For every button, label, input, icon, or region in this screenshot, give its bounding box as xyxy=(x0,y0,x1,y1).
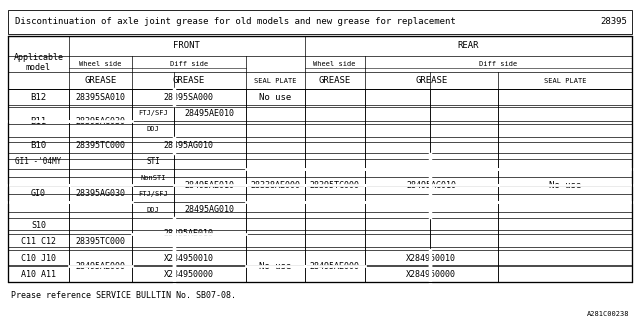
Text: 28395TC000: 28395TC000 xyxy=(76,237,125,246)
Text: 28395AG030: 28395AG030 xyxy=(76,189,125,198)
Text: B12: B12 xyxy=(30,92,47,101)
Text: 28395SA010: 28395SA010 xyxy=(76,92,125,101)
Text: B11: B11 xyxy=(30,117,47,126)
Text: GI1 -'04MY: GI1 -'04MY xyxy=(15,157,61,166)
Text: FTJ/SFJ: FTJ/SFJ xyxy=(138,110,168,116)
Text: X284950000: X284950000 xyxy=(406,270,456,279)
Text: SEAL PLATE: SEAL PLATE xyxy=(254,78,296,84)
Text: X284950010: X284950010 xyxy=(164,253,214,263)
Text: B10: B10 xyxy=(30,141,47,150)
Text: 28338AE000: 28338AE000 xyxy=(250,181,300,190)
Text: A281C00238: A281C00238 xyxy=(587,311,629,317)
Text: Wheel side: Wheel side xyxy=(79,61,122,67)
Text: X284950000: X284950000 xyxy=(164,270,214,279)
Text: GREASE: GREASE xyxy=(415,76,447,85)
Text: 28495AG010: 28495AG010 xyxy=(164,141,214,150)
Text: GREASE: GREASE xyxy=(84,76,116,85)
Text: 28495AE000: 28495AE000 xyxy=(310,262,360,271)
Text: No use: No use xyxy=(549,181,581,190)
Text: SEAL PLATE: SEAL PLATE xyxy=(544,78,586,84)
Text: 28495AG010: 28495AG010 xyxy=(406,181,456,190)
Text: DDJ: DDJ xyxy=(147,126,159,132)
Text: 28395: 28395 xyxy=(600,17,627,27)
Text: Applicable
model: Applicable model xyxy=(13,53,63,72)
Text: 28395TC000: 28395TC000 xyxy=(76,141,125,150)
Text: 28395SA000: 28395SA000 xyxy=(164,92,214,101)
Text: FRONT: FRONT xyxy=(173,41,200,50)
Text: DDJ: DDJ xyxy=(147,207,159,213)
Text: A10 A11: A10 A11 xyxy=(21,270,56,279)
Text: 28495AG010: 28495AG010 xyxy=(185,205,235,214)
Text: GI0: GI0 xyxy=(31,189,46,198)
Text: S10: S10 xyxy=(31,221,46,230)
Text: REAR: REAR xyxy=(458,41,479,50)
Text: Diff side: Diff side xyxy=(479,61,518,67)
Text: GREASE: GREASE xyxy=(173,76,205,85)
Text: No use: No use xyxy=(259,92,291,101)
Text: Discontinuation of axle joint grease for old models and new grease for replaceme: Discontinuation of axle joint grease for… xyxy=(15,17,456,27)
Text: 28495AE010: 28495AE010 xyxy=(185,108,235,118)
Text: Wheel side: Wheel side xyxy=(314,61,356,67)
Text: 28495AE010: 28495AE010 xyxy=(164,229,214,238)
Text: FTJ/SFJ: FTJ/SFJ xyxy=(138,191,168,197)
Text: GREASE: GREASE xyxy=(319,76,351,85)
Text: 28395AG030: 28395AG030 xyxy=(76,117,125,126)
Text: Prease reference SERVICE BULLTIN No. SB07-08.: Prease reference SERVICE BULLTIN No. SB0… xyxy=(11,292,236,300)
Text: C11 C12: C11 C12 xyxy=(21,237,56,246)
Text: 28495AE000: 28495AE000 xyxy=(76,262,125,271)
Text: 28395TC000: 28395TC000 xyxy=(310,181,360,190)
Text: 28495AE010: 28495AE010 xyxy=(185,181,235,190)
Text: Diff side: Diff side xyxy=(170,61,208,67)
Text: No use: No use xyxy=(259,262,291,271)
Text: NonSTI: NonSTI xyxy=(140,174,166,180)
Text: C10 J10: C10 J10 xyxy=(21,253,56,263)
Text: STI: STI xyxy=(146,157,160,166)
Text: X284950010: X284950010 xyxy=(406,253,456,263)
